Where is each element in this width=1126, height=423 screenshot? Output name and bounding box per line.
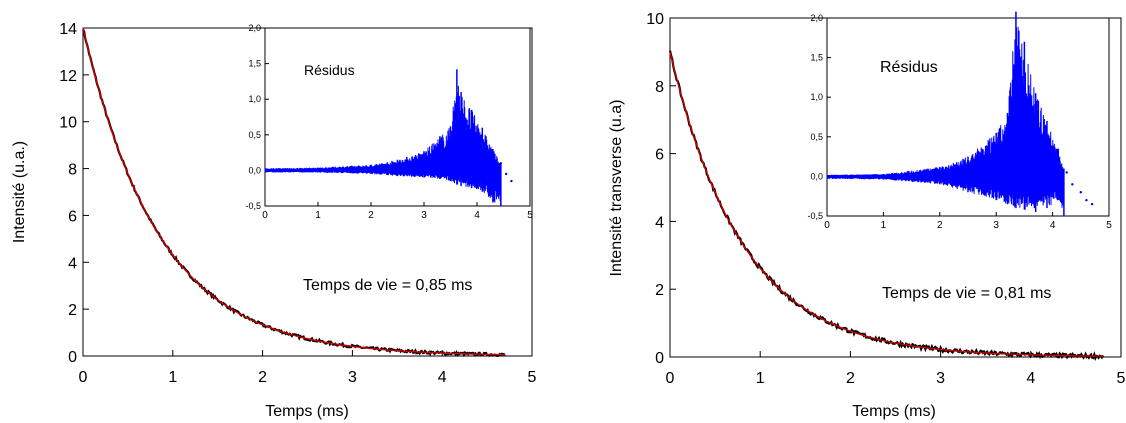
right-inset-x-tick-label: 1 [881,220,887,231]
left-x-tick-label: 2 [258,369,267,386]
left-annotation: Temps de vie = 0,85 ms [303,277,472,294]
right-y-tick-label: 2 [655,282,664,299]
left-x-ticks: 0 1 2 3 4 5 [79,350,537,386]
left-inset-y-tick-label: 1,0 [248,94,261,104]
right-y-tick-label: 4 [655,214,664,231]
left-inset-x-tick-label: 2 [368,210,374,221]
left-inset-x-tick-label: 1 [315,210,321,221]
left-inset-x-tick-label: 4 [474,210,480,221]
left-x-tick-label: 3 [348,369,357,386]
right-fit-line [669,51,1103,357]
left-y-tick-label: 8 [68,162,77,179]
right-y-tick-label: 0 [655,350,664,367]
left-y-tick-label: 4 [68,255,77,272]
left-inset-frame [264,27,531,207]
left-inset-x-tick-label: 0 [262,210,268,221]
left-x-tick-label: 1 [168,369,177,386]
right-y-tick-label: 10 [646,11,664,28]
right-y-tick-label: 6 [655,147,664,164]
right-inset-y-tick-label: 2,0 [810,13,823,23]
right-annotation: Temps de vie = 0,81 ms [882,285,1051,302]
right-x-tick-label: 5 [1117,370,1126,387]
right-residual-point [1085,198,1088,202]
right-residuals-inset: 0 1 2 3 4 5 -0,5 0,0 0,5 1,0 1,5 2,0 Résidus [807,11,1112,231]
right-inset-x-tick-label: 2 [937,220,943,231]
right-residuals-series [826,11,1094,216]
left-inset-x-tick-label: 3 [421,210,427,221]
left-x-axis-label: Temps (ms) [265,403,349,420]
right-inset-y-tick-label: 0,5 [810,132,823,142]
right-x-tick-label: 4 [1026,370,1035,387]
right-x-axis-label: Temps (ms) [852,403,936,420]
right-residual-point [1071,183,1074,186]
right-inset-y-tick-label: -0,5 [807,211,823,221]
left-y-tick-label: 10 [59,115,77,132]
left-x-tick-label: 4 [438,369,447,386]
left-inset-title: Résidus [304,62,355,78]
left-x-tick-label: 5 [528,369,537,386]
right-residual-point [1079,191,1083,194]
right-y-axis-label: Intensité transverse (u.a) [608,100,625,277]
left-residuals-inset: 0 1 2 3 4 5 -0,5 0,0 0,5 1,0 1,5 2,0 Résidus [245,23,533,221]
left-y-ticks: 0 2 4 6 8 10 12 14 [59,21,89,366]
right-inset-x-tick-label: 3 [993,220,999,231]
right-inset-x-tick-label: 4 [1050,220,1056,231]
right-residual-point [1090,202,1094,206]
left-inset-y-tick-label: 2,0 [248,23,261,33]
right-y-tick-label: 8 [655,79,664,96]
right-inset-x-tick-label: 0 [824,220,830,231]
right-inset-x-tick-label: 5 [1106,220,1112,231]
left-inset-x-ticks: 0 1 2 3 4 5 [262,202,533,221]
left-y-tick-label: 6 [68,208,77,225]
left-y-tick-label: 14 [59,21,77,38]
right-inset-y-ticks: -0,5 0,0 0,5 1,0 1,5 2,0 [807,13,831,221]
right-x-tick-label: 1 [756,370,765,387]
left-y-tick-label: 2 [68,302,77,319]
left-residual-point [504,172,508,176]
left-fit-line [82,27,506,356]
left-inset-y-tick-label: -0,5 [245,201,261,211]
right-x-tick-label: 0 [666,370,675,387]
right-y-ticks: 0 2 4 6 8 10 [646,11,676,367]
left-residual-point [499,162,503,165]
left-residuals-series [264,69,513,206]
left-x-tick-label: 0 [79,369,88,386]
right-inset-y-tick-label: 1,5 [810,53,823,63]
right-inset-y-tick-label: 1,0 [810,92,823,102]
right-x-tick-label: 3 [936,370,945,387]
left-y-tick-label: 12 [59,68,77,85]
right-residual-point [1065,171,1068,174]
right-x-tick-label: 2 [846,370,855,387]
left-inset-y-tick-label: 1,5 [248,59,261,69]
left-inset-y-tick-label: 0,5 [248,130,261,140]
right-inset-title: Résidus [880,59,938,76]
left-y-tick-label: 0 [68,349,77,366]
left-y-axis-label: Intensité (u.a.) [11,141,28,243]
left-residual-point [510,179,513,183]
left-inset-x-tick-label: 5 [527,210,533,221]
right-inset-y-tick-label: 0,0 [810,171,823,181]
left-inset-y-tick-label: 0,0 [248,165,261,175]
right-inset-x-ticks: 0 1 2 3 4 5 [824,212,1112,231]
